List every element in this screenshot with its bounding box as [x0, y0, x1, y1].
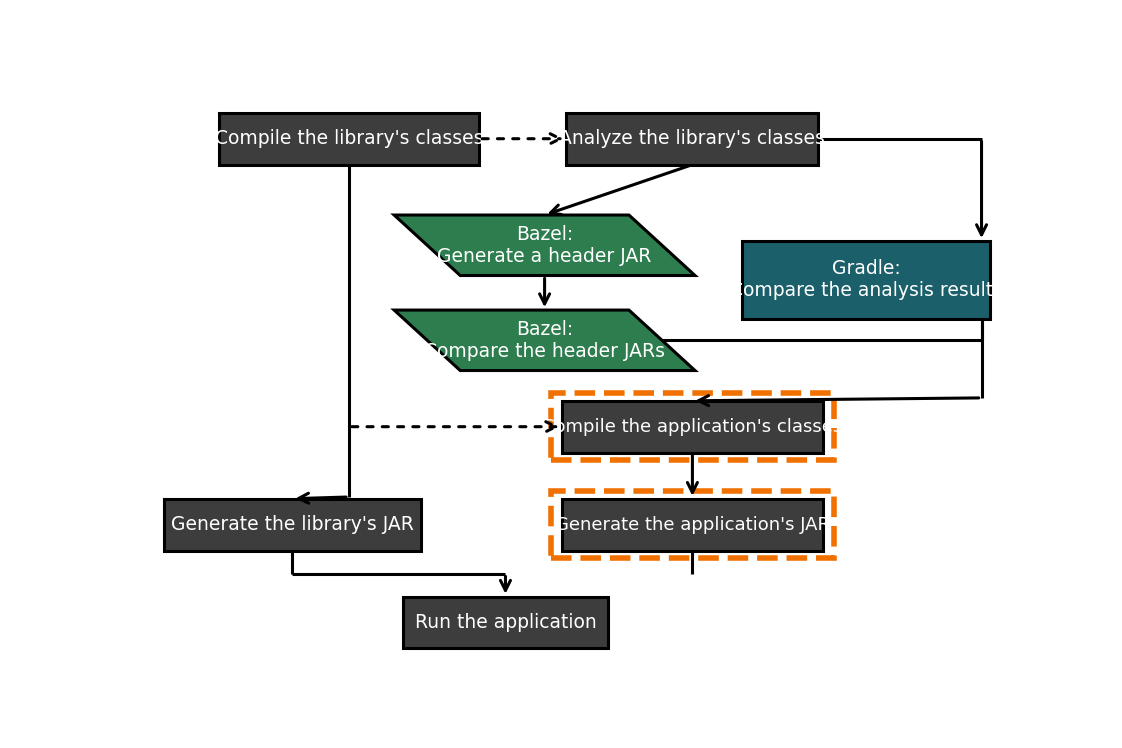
- FancyBboxPatch shape: [164, 499, 421, 551]
- Text: Bazel:
Compare the header JARs: Bazel: Compare the header JARs: [424, 320, 665, 361]
- Text: Generate the application's JAR: Generate the application's JAR: [555, 515, 830, 533]
- FancyBboxPatch shape: [562, 401, 822, 453]
- Polygon shape: [394, 310, 695, 370]
- Polygon shape: [394, 215, 695, 275]
- FancyBboxPatch shape: [219, 113, 479, 165]
- Text: Compile the library's classes: Compile the library's classes: [214, 129, 484, 148]
- FancyBboxPatch shape: [562, 499, 822, 551]
- Text: Run the application: Run the application: [415, 613, 596, 632]
- Text: Compile the application's classes: Compile the application's classes: [542, 417, 843, 435]
- Text: Generate the library's JAR: Generate the library's JAR: [171, 515, 414, 534]
- FancyBboxPatch shape: [743, 241, 991, 319]
- Text: Gradle:
Compare the analysis results: Gradle: Compare the analysis results: [729, 260, 1003, 301]
- Text: Analyze the library's classes: Analyze the library's classes: [560, 129, 826, 148]
- Text: Bazel:
Generate a header JAR: Bazel: Generate a header JAR: [438, 224, 652, 266]
- FancyBboxPatch shape: [403, 597, 608, 649]
- FancyBboxPatch shape: [567, 113, 818, 165]
